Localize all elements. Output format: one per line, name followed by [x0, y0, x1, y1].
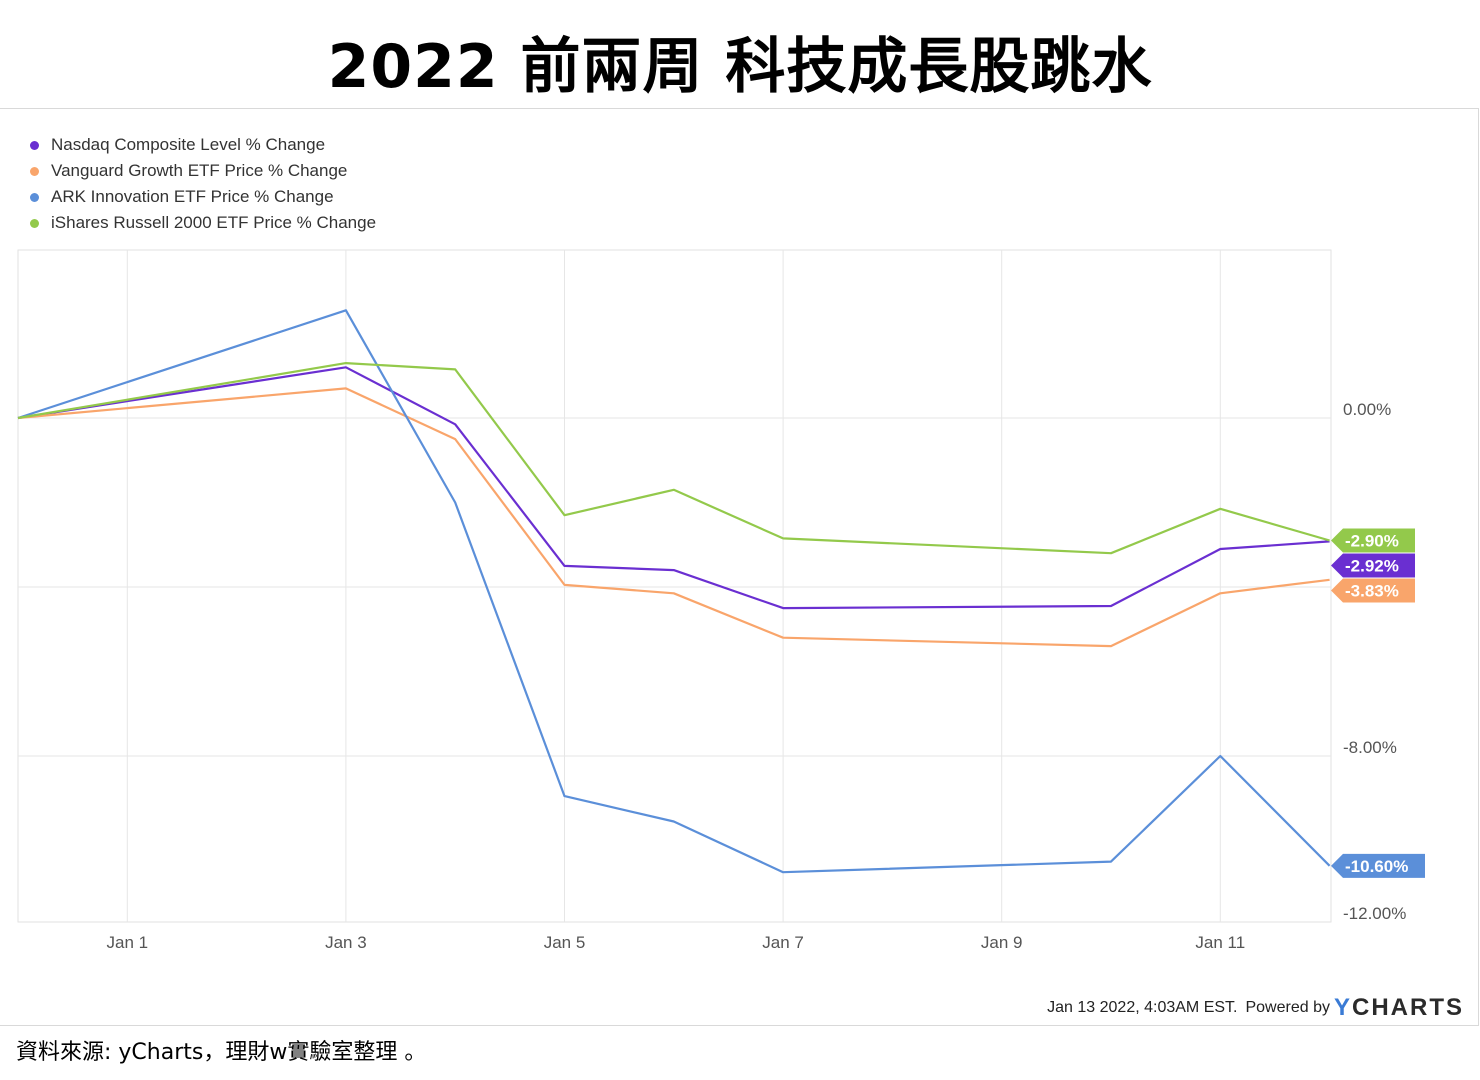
x-tick-label: Jan 11	[1195, 933, 1245, 952]
end-value-label: -10.60%	[1345, 857, 1408, 876]
end-value-label: -3.83%	[1345, 582, 1399, 601]
ycharts-logo-y: Y	[1333, 994, 1352, 1021]
x-tick-label: Jan 9	[981, 933, 1023, 952]
end-value-label: -2.92%	[1345, 557, 1399, 576]
end-value-badge	[1331, 853, 1425, 878]
end-value-badge	[1331, 528, 1415, 553]
legend-item[interactable]: Nasdaq Composite Level % Change	[30, 132, 376, 158]
x-tick-label: Jan 5	[544, 933, 586, 952]
legend-marker	[30, 166, 39, 176]
end-value-badge	[1331, 578, 1415, 603]
y-tick-label: -12.00%	[1343, 904, 1406, 923]
series-line	[17, 366, 1330, 610]
legend-label: Vanguard Growth ETF Price % Change	[51, 161, 348, 180]
legend-label: ARK Innovation ETF Price % Change	[51, 187, 334, 206]
legend-item[interactable]: ARK Innovation ETF Price % Change	[30, 184, 376, 210]
page-title: 2022 前兩周 科技成長股跳水	[327, 32, 1153, 102]
series-line	[17, 387, 1330, 648]
ycharts-logo-text: CHARTS	[1352, 994, 1464, 1021]
x-tick-label: Jan 3	[325, 933, 367, 952]
ycharts-logo[interactable]: YCHARTS	[1334, 994, 1464, 1022]
x-tick-label: Jan 7	[762, 933, 804, 952]
series-line	[17, 362, 1330, 555]
source-note: 資料來源: yCharts，理財w實驗室整理 。	[16, 1040, 427, 1065]
chart-legend: Nasdaq Composite Level % Change Vanguard…	[30, 132, 376, 236]
legend-label: Nasdaq Composite Level % Change	[51, 135, 326, 154]
legend-marker	[30, 140, 39, 150]
legend-item[interactable]: iShares Russell 2000 ETF Price % Change	[30, 210, 376, 236]
y-tick-label: 0.00%	[1343, 400, 1391, 419]
powered-by-label: Powered by	[1245, 999, 1330, 1016]
end-value-label: -2.90%	[1345, 532, 1399, 551]
plot-area	[17, 249, 1332, 923]
y-tick-label: -8.00%	[1343, 738, 1397, 757]
legend-marker	[30, 218, 39, 228]
series-line	[17, 309, 1331, 874]
legend-label: iShares Russell 2000 ETF Price % Change	[51, 213, 377, 232]
x-tick-label: Jan 1	[107, 933, 149, 952]
chart-footer: Jan 13 2022, 4:03AM EST. Powered by YCHA…	[1047, 994, 1464, 1022]
legend-item[interactable]: Vanguard Growth ETF Price % Change	[30, 158, 376, 184]
legend-marker	[30, 192, 39, 202]
timestamp: Jan 13 2022, 4:03AM EST.	[1047, 999, 1238, 1016]
chart-frame	[0, 108, 1479, 1026]
end-value-badge	[1331, 553, 1415, 578]
